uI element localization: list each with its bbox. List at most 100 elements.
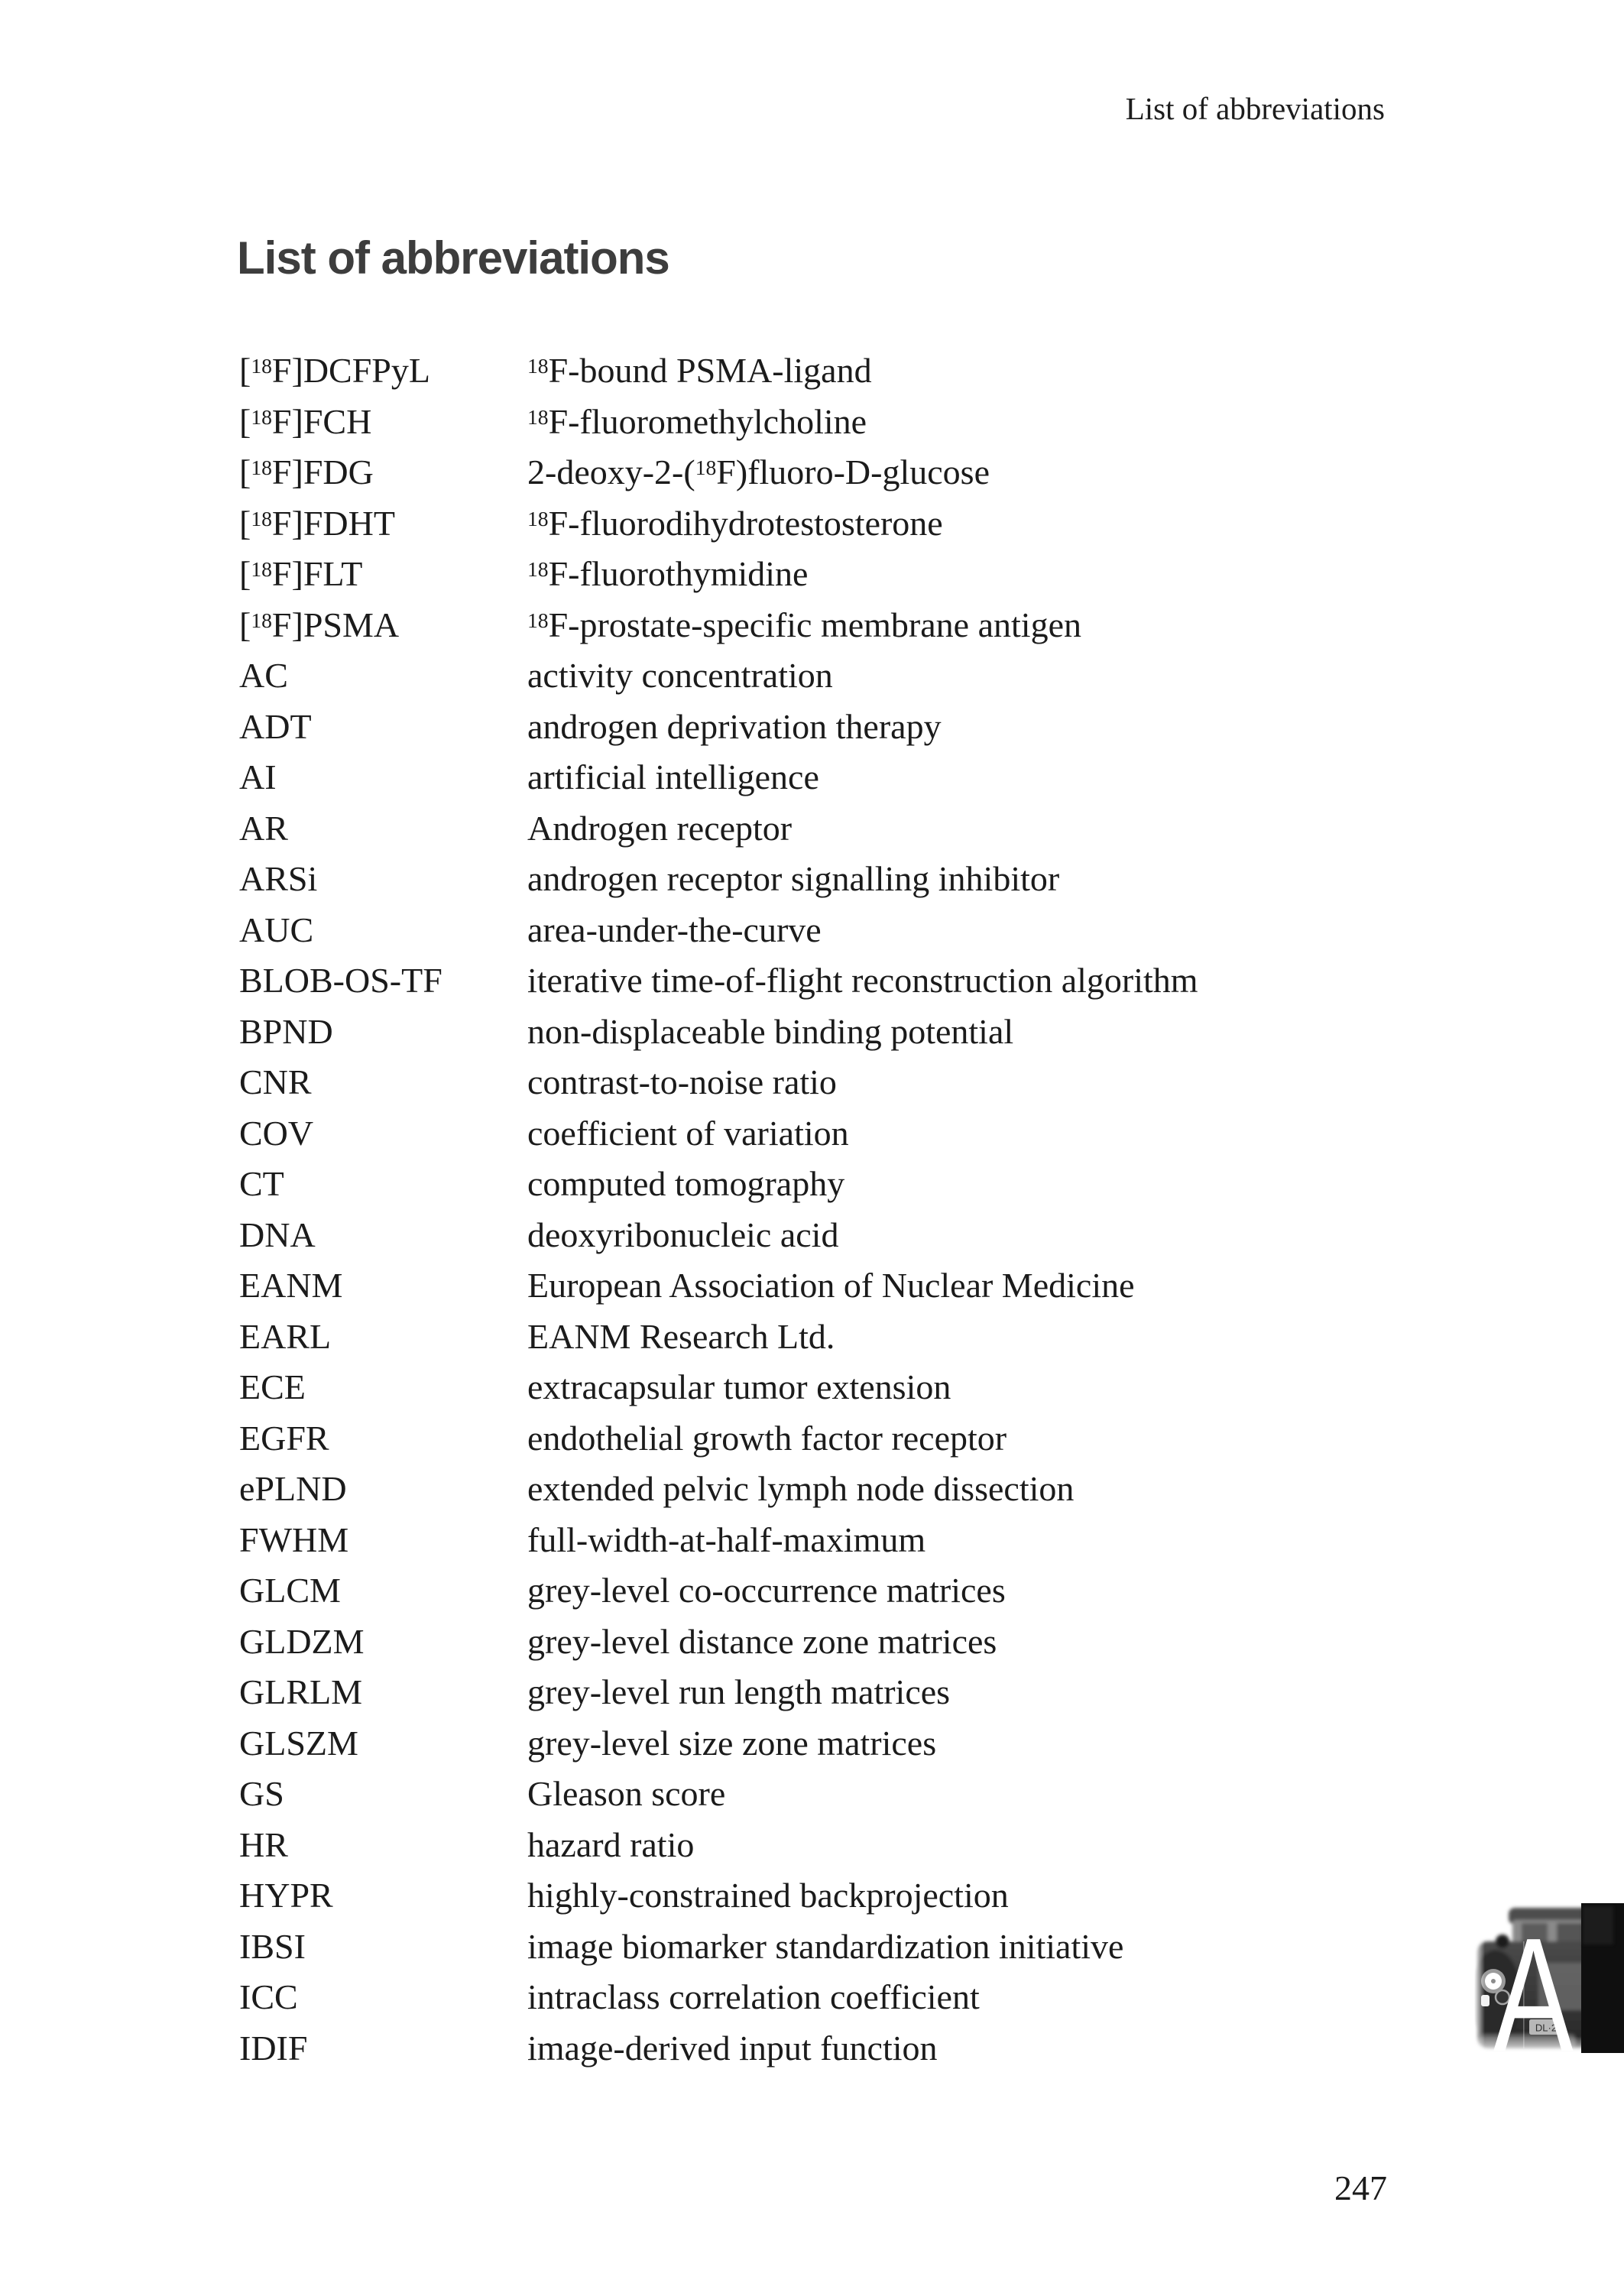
- abbreviation-definition: 18F-bound PSMA-ligand: [527, 351, 872, 390]
- abbreviation-term: HR: [239, 1824, 288, 1864]
- abbreviation-definition: EANM Research Ltd.: [527, 1316, 835, 1356]
- abbreviation-definition: 2-deoxy-2-(18F)fluoro-D-glucose: [527, 452, 990, 491]
- abbreviation-definition: grey-level run length matrices: [527, 1672, 951, 1711]
- abbreviation-term: IBSI: [239, 1926, 306, 1966]
- abbreviation-definition: image biomarker standardization initiati…: [527, 1926, 1124, 1966]
- abbreviation-term: [18F]PSMA: [239, 605, 400, 644]
- abbreviation-term: ECE: [239, 1367, 306, 1406]
- abbreviation-definition: intraclass correlation coefficient: [527, 1977, 980, 2016]
- abbreviation-term: ICC: [239, 1977, 298, 2016]
- abbreviation-definition: grey-level co-occurrence matrices: [527, 1571, 1006, 1610]
- abbreviation-row: [18F]DCFPyL 18F-bound PSMA-ligand: [239, 345, 1393, 397]
- appendix-letter: A: [1493, 1904, 1574, 2055]
- abbreviation-definition: iterative time-of-flight reconstruction …: [527, 961, 1198, 1000]
- page-number: 247: [1334, 2168, 1387, 2207]
- abbreviation-row: IDIF image-derived input function: [239, 2023, 1393, 2074]
- abbreviation-term: [18F]FLT: [239, 554, 363, 593]
- license-plate-text: DL·2: [1535, 2022, 1557, 2034]
- abbreviation-row: [18F]FLT 18F-fluorothymidine: [239, 549, 1393, 600]
- abbreviation-row: ECE extracapsular tumor extension: [239, 1362, 1393, 1413]
- abbreviation-row: DNA deoxyribonucleic acid: [239, 1210, 1393, 1261]
- abbreviation-definition: endothelial growth factor receptor: [527, 1418, 1007, 1458]
- abbreviation-term: ADT: [239, 706, 312, 746]
- abbreviation-term: HYPR: [239, 1876, 333, 1915]
- abbreviation-row: COV coefficient of variation: [239, 1108, 1393, 1159]
- abbreviation-row: GLDZM grey-level distance zone matrices: [239, 1617, 1393, 1668]
- abbreviation-definition: extracapsular tumor extension: [527, 1367, 951, 1406]
- abbreviations-list: [18F]DCFPyL 18F-bound PSMA-ligand [18F]F…: [239, 345, 1393, 2074]
- abbreviation-definition: 18F-fluoromethylcholine: [527, 401, 867, 441]
- abbreviation-definition: non-displaceable binding potential: [527, 1011, 1014, 1051]
- abbreviation-term: EARL: [239, 1316, 332, 1356]
- abbreviation-definition: Androgen receptor: [527, 808, 793, 848]
- abbreviation-term: CNR: [239, 1062, 312, 1101]
- abbreviation-definition: full-width-at-half-maximum: [527, 1519, 926, 1559]
- abbreviation-row: BPND non-displaceable binding potential: [239, 1007, 1393, 1058]
- abbreviation-row: [18F]FDG 2-deoxy-2-(18F)fluoro-D-glucose: [239, 447, 1393, 498]
- abbreviation-row: GLCM grey-level co-occurrence matrices: [239, 1565, 1393, 1617]
- appendix-tab-image: DL·2 A: [1474, 1902, 1624, 2055]
- abbreviation-term: ARSi: [239, 859, 318, 898]
- abbreviation-definition: androgen deprivation therapy: [527, 706, 942, 746]
- abbreviation-term: AC: [239, 656, 288, 695]
- abbreviation-row: [18F]PSMA 18F-prostate-specific membrane…: [239, 600, 1393, 651]
- abbreviation-row: CNR contrast-to-noise ratio: [239, 1057, 1393, 1108]
- abbreviation-row: HYPR highly-constrained backprojection: [239, 1870, 1393, 1922]
- crease-line: [1523, 1941, 1525, 2048]
- license-plate: [1529, 2019, 1563, 2035]
- abbreviation-row: AC activity concentration: [239, 650, 1393, 702]
- abbreviation-definition: 18F-fluorodihydrotestosterone: [527, 503, 943, 543]
- abbreviation-term: GLCM: [239, 1571, 341, 1610]
- abbreviation-term: AI: [239, 757, 277, 796]
- abbreviation-term: [18F]FDHT: [239, 503, 395, 543]
- abbreviation-row: GLRLM grey-level run length matrices: [239, 1667, 1393, 1718]
- abbreviation-definition: coefficient of variation: [527, 1113, 849, 1153]
- abbreviation-term: GLRLM: [239, 1672, 362, 1711]
- abbreviation-term: EANM: [239, 1266, 343, 1305]
- abbreviation-definition: grey-level distance zone matrices: [527, 1621, 997, 1661]
- abbreviation-term: CT: [239, 1164, 284, 1203]
- abbreviation-definition: Gleason score: [527, 1774, 726, 1813]
- abbreviation-row: AUC area-under-the-curve: [239, 905, 1393, 956]
- abbreviation-row: AI artificial intelligence: [239, 752, 1393, 803]
- abbreviation-row: EANM European Association of Nuclear Med…: [239, 1260, 1393, 1312]
- abbreviation-term: DNA: [239, 1215, 316, 1254]
- abbreviation-definition: area-under-the-curve: [527, 910, 822, 949]
- abbreviation-term: GS: [239, 1774, 284, 1813]
- abbreviation-definition: contrast-to-noise ratio: [527, 1062, 837, 1101]
- abbreviation-definition: 18F-fluorothymidine: [527, 554, 809, 593]
- abbreviation-term: BLOB-OS-TF: [239, 961, 442, 1000]
- running-header: List of abbreviations: [1125, 91, 1385, 126]
- abbreviation-term: [18F]DCFPyL: [239, 351, 430, 390]
- fog-light: [1494, 1989, 1511, 2006]
- abbreviation-row: [18F]FCH 18F-fluoromethylcholine: [239, 397, 1393, 448]
- abbreviation-row: IBSI image biomarker standardization ini…: [239, 1922, 1393, 1973]
- abbreviation-definition: deoxyribonucleic acid: [527, 1215, 839, 1254]
- abbreviation-row: HR hazard ratio: [239, 1820, 1393, 1871]
- abbreviation-term: AR: [239, 808, 288, 848]
- abbreviation-definition: extended pelvic lymph node dissection: [527, 1469, 1075, 1508]
- abbreviation-row: ADT androgen deprivation therapy: [239, 702, 1393, 753]
- abbreviation-row: GS Gleason score: [239, 1769, 1393, 1820]
- abbreviation-row: EGFR endothelial growth factor receptor: [239, 1413, 1393, 1464]
- car-details: DL·2: [1481, 1969, 1563, 2035]
- abbreviation-definition: hazard ratio: [527, 1824, 695, 1864]
- abbreviation-row: AR Androgen receptor: [239, 803, 1393, 855]
- abbreviation-term: FWHM: [239, 1519, 349, 1559]
- abbreviation-definition: artificial intelligence: [527, 757, 819, 796]
- abbreviation-term: EGFR: [239, 1418, 329, 1458]
- abbreviation-definition: androgen receptor signalling inhibitor: [527, 859, 1060, 898]
- abbreviation-row: EARL EANM Research Ltd.: [239, 1312, 1393, 1363]
- abbreviation-row: CT computed tomography: [239, 1159, 1393, 1210]
- abbreviation-term: COV: [239, 1113, 314, 1153]
- car-photo: DL·2 A: [1474, 1902, 1624, 2055]
- abbreviation-term: AUC: [239, 910, 314, 949]
- abbreviation-definition: highly-constrained backprojection: [527, 1876, 1009, 1915]
- abbreviation-row: ePLND extended pelvic lymph node dissect…: [239, 1464, 1393, 1515]
- abbreviation-row: ARSi androgen receptor signalling inhibi…: [239, 854, 1393, 905]
- abbreviation-definition: computed tomography: [527, 1164, 845, 1203]
- abbreviation-definition: activity concentration: [527, 656, 833, 695]
- abbreviation-row: GLSZM grey-level size zone matrices: [239, 1718, 1393, 1769]
- abbreviation-term: GLDZM: [239, 1621, 365, 1661]
